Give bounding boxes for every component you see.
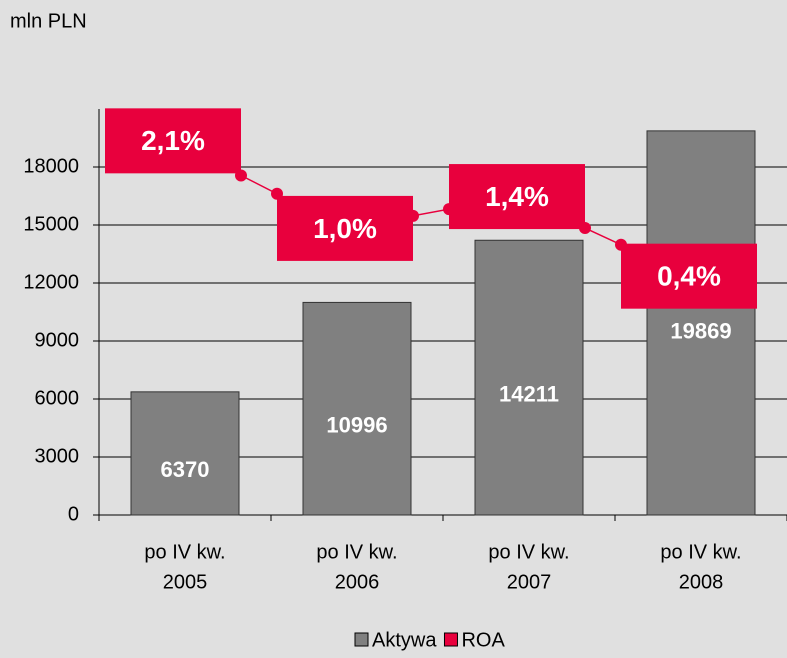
data-label: 19869	[670, 319, 731, 344]
legend-swatch	[354, 632, 369, 647]
x-tick-label: 2008	[679, 571, 724, 593]
line	[172, 140, 690, 277]
x-tick-label: po IV kw.	[316, 541, 397, 563]
data-label: 14211	[499, 381, 559, 406]
data-label: 0,4%	[657, 261, 721, 292]
y-tick-label: 6000	[35, 387, 80, 409]
legend-swatch	[443, 632, 458, 647]
y-tick-label: 18000	[23, 155, 79, 177]
y-tick-label: 15000	[23, 213, 79, 235]
roa-box	[621, 243, 757, 309]
bar	[646, 130, 756, 516]
data-label: 2,1%	[141, 125, 205, 156]
x-tick-label: po IV kw.	[144, 541, 225, 563]
data-label: 1,0%	[313, 213, 377, 244]
bar	[302, 301, 412, 516]
axis-unit: mln PLN	[10, 10, 87, 32]
data-label: 10996	[326, 413, 387, 438]
x-tick-label: 2005	[163, 571, 208, 593]
y-tick-label: 0	[68, 503, 79, 525]
x-tick-label: po IV kw.	[488, 541, 569, 563]
data-label: 6370	[161, 457, 210, 482]
legend-label: ROA	[461, 629, 505, 651]
legend-label: Aktywa	[372, 629, 437, 651]
bar	[130, 391, 240, 516]
bar	[474, 239, 584, 516]
x-tick-label: po IV kw.	[660, 541, 741, 563]
y-tick-label: 9000	[35, 329, 80, 351]
y-tick-label: 12000	[23, 271, 79, 293]
roa-box	[105, 108, 241, 174]
roa-box	[449, 164, 585, 230]
data-label: 1,4%	[485, 181, 549, 212]
x-tick-label: 2007	[507, 571, 552, 593]
roa-box	[277, 195, 413, 261]
y-tick-label: 3000	[35, 445, 80, 467]
x-tick-label: 2006	[335, 571, 380, 593]
